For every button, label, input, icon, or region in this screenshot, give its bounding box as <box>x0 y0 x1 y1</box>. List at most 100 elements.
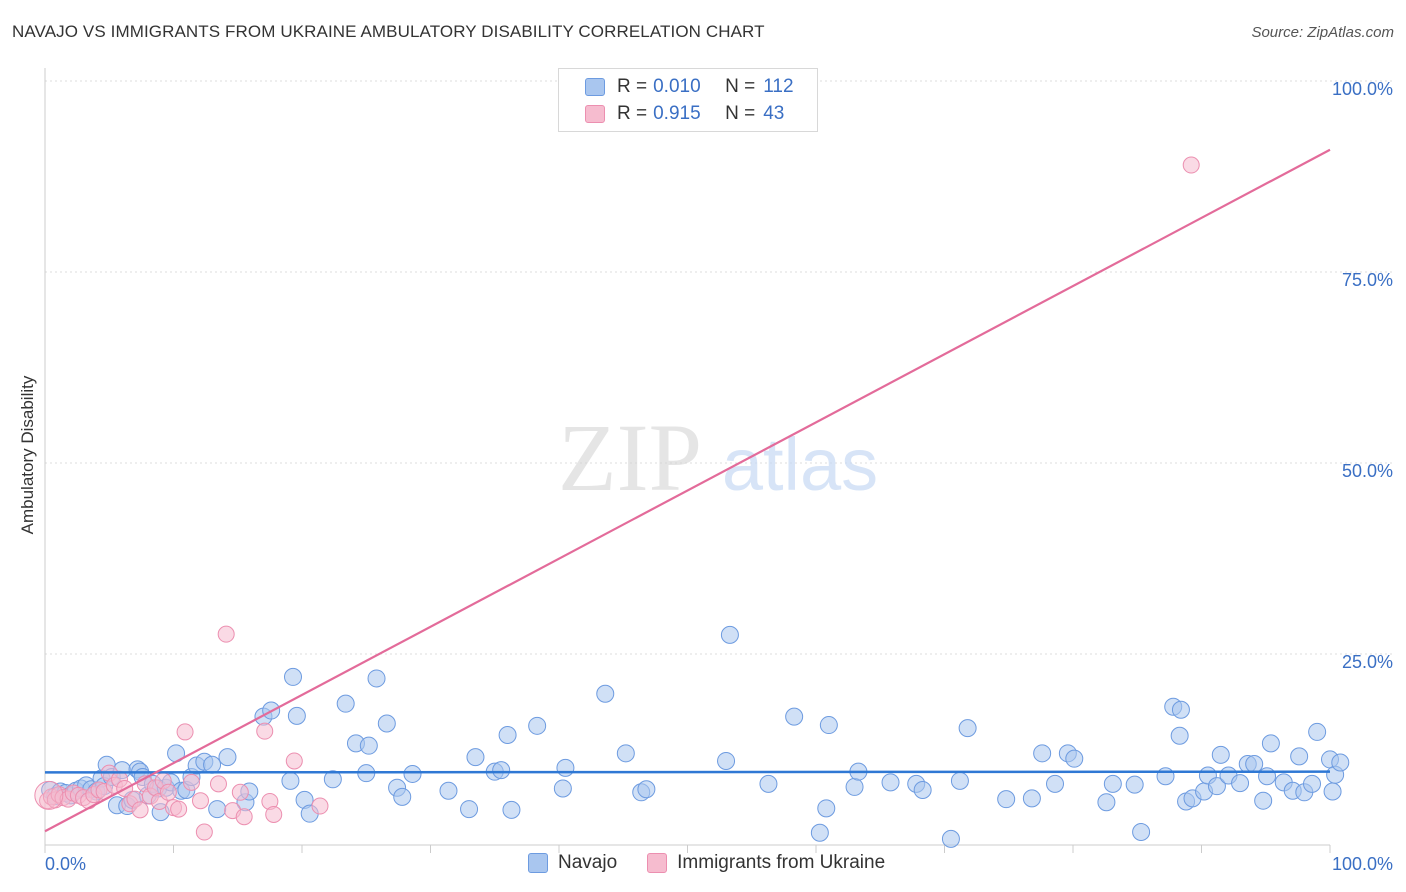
navajo-point <box>359 736 378 755</box>
ukraine-point <box>176 723 194 741</box>
legend-n-value: 43 <box>763 103 785 124</box>
ukraine-point <box>256 722 274 740</box>
navajo-point <box>1065 749 1084 768</box>
navajo-point <box>287 706 306 725</box>
navajo-point <box>403 764 422 783</box>
legend-r-value: 0.010 <box>653 76 701 97</box>
navajo-point <box>785 707 804 726</box>
ukraine-point <box>182 773 200 791</box>
navajo-point <box>218 748 237 767</box>
navajo-point <box>1132 823 1151 842</box>
ukraine-point <box>231 783 249 801</box>
navajo-point <box>367 669 386 688</box>
legend-swatch-navajo <box>585 78 605 96</box>
navajo-point <box>1022 789 1041 808</box>
series-label-ukraine: Immigrants from Ukraine <box>677 852 886 873</box>
navajo-point <box>1046 774 1065 793</box>
legend-r-value: 0.915 <box>653 103 701 124</box>
navajo-point <box>1033 744 1052 763</box>
navajo-point <box>997 790 1016 809</box>
navajo-point <box>817 799 836 818</box>
legend-r-label: R = <box>617 76 648 97</box>
ukraine-point <box>217 625 235 643</box>
legend-n-label: N = <box>725 76 756 97</box>
ukraine-point-cluster <box>34 780 64 810</box>
y-tick-label: 100.0% <box>1332 79 1393 99</box>
navajo-point <box>208 800 227 819</box>
x-tick-label: 100.0% <box>1332 854 1393 874</box>
y-tick-label: 50.0% <box>1342 461 1393 481</box>
legend-row-ukraine: R = 0.915 N = 43 <box>559 101 784 127</box>
series-label-navajo: Navajo <box>558 852 618 873</box>
navajo-point <box>616 744 635 763</box>
legend-n-value: 112 <box>763 76 794 97</box>
watermark-atlas: atlas <box>722 423 878 506</box>
watermark: ZIP atlas <box>558 404 878 511</box>
ukraine-points <box>34 156 1200 841</box>
navajo-point <box>881 773 900 792</box>
navajo-point <box>1207 777 1226 796</box>
correlation-legend: R = 0.010 N = 112 R = 0.915 N = 43 <box>558 68 818 132</box>
navajo-point <box>819 716 838 735</box>
navajo-point <box>1231 774 1250 793</box>
navajo-point <box>203 755 222 774</box>
navajo-point <box>1303 774 1322 793</box>
navajo-point <box>810 823 829 842</box>
tick-labels: 100.0% 75.0% 50.0% 25.0% 0.0% 100.0% <box>45 79 1393 874</box>
navajo-point <box>1170 726 1189 745</box>
navajo-point <box>281 771 300 790</box>
navajo-point <box>439 781 458 800</box>
axes <box>44 68 1331 853</box>
navajo-point <box>1211 745 1230 764</box>
navajo-point <box>393 787 412 806</box>
navajo-point <box>1261 734 1280 753</box>
ukraine-point <box>235 808 253 826</box>
navajo-point <box>1156 767 1175 786</box>
navajo-point <box>498 725 517 744</box>
series-legend: Navajo Immigrants from Ukraine <box>528 852 885 874</box>
series-swatch-navajo <box>528 853 548 873</box>
navajo-point <box>1097 793 1116 812</box>
navajo-point <box>556 758 575 777</box>
chart-source: Source: ZipAtlas.com <box>1251 24 1394 41</box>
navajo-point <box>720 625 739 644</box>
navajo-point <box>553 779 572 798</box>
navajo-point <box>323 770 342 789</box>
ukraine-point <box>285 752 303 770</box>
navajo-point <box>1323 782 1342 801</box>
navajo-point <box>460 800 479 819</box>
ukraine-trend-line <box>44 148 1331 833</box>
ukraine-point <box>265 805 283 823</box>
navajo-point <box>637 780 656 799</box>
navajo-point <box>958 719 977 738</box>
navajo-point <box>528 716 547 735</box>
navajo-trend-line <box>44 770 1331 774</box>
navajo-point <box>377 714 396 733</box>
navajo-point <box>1258 767 1277 786</box>
trend-lines <box>44 148 1331 833</box>
y-tick-label: 75.0% <box>1342 270 1393 290</box>
navajo-point <box>1254 791 1273 810</box>
ukraine-point <box>311 797 329 815</box>
navajo-point <box>1245 755 1264 774</box>
ukraine-point <box>159 783 177 801</box>
navajo-point <box>502 800 521 819</box>
navajo-point <box>1308 722 1327 741</box>
navajo-point <box>284 667 303 686</box>
watermark-zip: ZIP <box>558 404 702 511</box>
navajo-point <box>913 780 932 799</box>
ukraine-point <box>131 801 149 819</box>
navajo-point <box>492 761 511 780</box>
navajo-point <box>941 829 960 848</box>
navajo-point <box>845 777 864 796</box>
navajo-point <box>759 774 778 793</box>
ukraine-point <box>191 792 209 810</box>
navajo-point <box>1103 774 1122 793</box>
legend-n-label: N = <box>725 103 756 124</box>
navajo-point <box>1331 753 1350 772</box>
series-swatch-ukraine <box>647 853 668 873</box>
x-tick-label: 0.0% <box>45 854 86 874</box>
y-tick-label: 25.0% <box>1342 652 1393 672</box>
navajo-point <box>1125 775 1144 794</box>
